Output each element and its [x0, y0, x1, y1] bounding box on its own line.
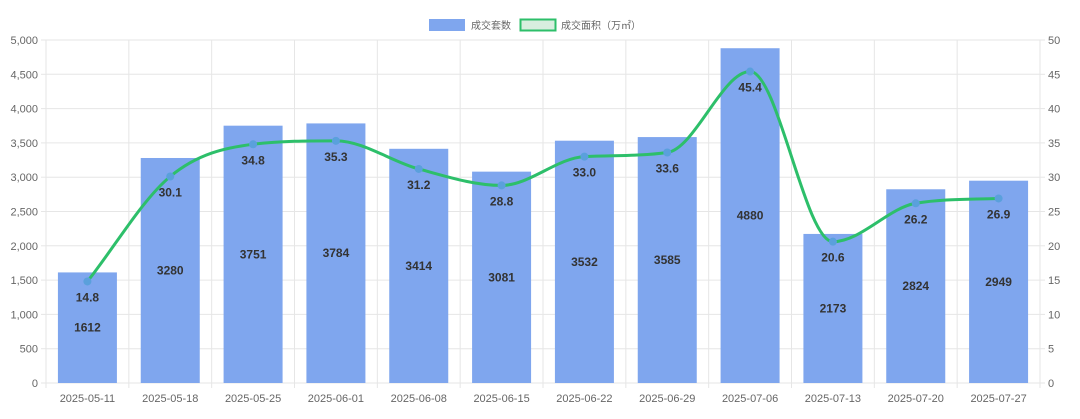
x-tick-label: 2025-06-01 — [308, 393, 364, 405]
y-right-tick-label: 20 — [1048, 241, 1060, 253]
y-left-tick-label: 2,500 — [10, 207, 38, 219]
bar — [720, 48, 780, 384]
bar-value-label: 1612 — [74, 321, 101, 335]
x-tick-label: 2025-05-11 — [60, 393, 115, 405]
line-point — [663, 148, 672, 157]
bars — [57, 48, 1029, 384]
y-left-tick-label: 0 — [32, 378, 38, 390]
bar — [803, 233, 863, 383]
y-left-tick-label: 500 — [20, 344, 38, 356]
bar-value-label: 3532 — [571, 255, 598, 269]
bar-value-label: 3784 — [323, 246, 350, 260]
y-right-tick-label: 50 — [1048, 35, 1060, 47]
line-point — [497, 181, 506, 190]
bar-value-label: 3081 — [488, 270, 515, 284]
bar-value-label: 3414 — [405, 259, 432, 273]
bar-value-label: 2949 — [985, 275, 1012, 289]
y-right-tick-label: 10 — [1048, 309, 1060, 321]
x-tick-label: 2025-07-13 — [805, 393, 861, 405]
x-tick-label: 2025-06-29 — [639, 393, 695, 405]
line-point — [828, 237, 837, 246]
y-right-tick-label: 0 — [1048, 378, 1054, 390]
y-right-tick-label: 40 — [1048, 104, 1060, 116]
legend-label-line: 成交面积（万㎡） — [561, 19, 641, 32]
line-value-label: 20.6 — [821, 251, 845, 265]
line-value-label: 31.2 — [407, 178, 431, 192]
line-value-label: 34.8 — [241, 153, 265, 167]
y-left-tick-label: 1,000 — [10, 309, 38, 321]
legend-label-bars: 成交套数 — [471, 19, 511, 32]
bar-value-label: 4880 — [737, 209, 764, 223]
y-left-tick-label: 3,000 — [10, 172, 38, 184]
bar — [637, 137, 697, 383]
bar — [969, 180, 1029, 383]
bar-value-label: 3280 — [157, 263, 184, 277]
line-value-label: 26.9 — [987, 207, 1011, 221]
line-value-label: 33.6 — [656, 162, 680, 176]
legend: 成交套数 成交面积（万㎡） — [429, 18, 641, 32]
line-value-label: 33.0 — [573, 166, 597, 180]
line-point — [746, 67, 755, 76]
y-right-tick-label: 15 — [1048, 275, 1060, 287]
bar-value-label: 2173 — [820, 301, 847, 315]
y-left-tick-label: 5,000 — [10, 35, 38, 47]
grid — [41, 39, 1045, 388]
bar — [472, 171, 532, 383]
data-labels: 1612 3280 3751 3784 3414 3081 3532 3585 4880 2173… — [74, 81, 1012, 335]
axes: 05001,0001,5002,0002,5003,0003,5004,0004… — [10, 35, 1060, 405]
line-point — [911, 199, 920, 208]
y-right-tick-label: 35 — [1048, 138, 1060, 150]
bar — [306, 123, 366, 383]
line-value-label: 30.1 — [159, 186, 183, 200]
bar-value-label: 3751 — [240, 247, 267, 261]
legend-swatch-line — [519, 18, 557, 32]
line-point — [414, 164, 423, 173]
x-tick-label: 2025-06-22 — [556, 393, 612, 405]
bar — [223, 125, 283, 383]
y-left-tick-label: 4,000 — [10, 104, 38, 116]
x-tick-label: 2025-06-15 — [473, 393, 529, 405]
x-tick-label: 2025-05-25 — [225, 393, 281, 405]
line-value-label: 26.2 — [904, 212, 928, 226]
y-left-tick-label: 4,500 — [10, 69, 38, 81]
y-right-tick-label: 45 — [1048, 69, 1060, 81]
bar-value-label: 3585 — [654, 253, 681, 267]
line-point — [580, 152, 589, 161]
line-point — [166, 172, 175, 181]
x-tick-label: 2025-07-06 — [722, 393, 778, 405]
line-point — [994, 194, 1003, 203]
bar — [57, 272, 117, 383]
line-value-label: 35.3 — [324, 150, 348, 164]
line-value-label: 45.4 — [738, 81, 762, 95]
x-tick-label: 2025-07-20 — [888, 393, 944, 405]
bar — [389, 148, 449, 383]
y-left-tick-label: 3,500 — [10, 138, 38, 150]
line-value-label: 28.8 — [490, 194, 514, 208]
legend-swatch-bars — [429, 19, 465, 31]
bar — [886, 189, 946, 383]
y-left-tick-label: 1,500 — [10, 275, 38, 287]
line-point — [331, 136, 340, 145]
x-tick-label: 2025-06-08 — [391, 393, 447, 405]
y-right-tick-label: 30 — [1048, 172, 1060, 184]
y-left-tick-label: 2,000 — [10, 241, 38, 253]
line-value-label: 14.8 — [76, 290, 100, 304]
y-right-tick-label: 5 — [1048, 344, 1054, 356]
area-line — [83, 67, 1003, 286]
line-point — [83, 277, 92, 286]
bar — [554, 140, 614, 383]
x-tick-label: 2025-05-18 — [142, 393, 198, 405]
y-right-tick-label: 25 — [1048, 207, 1060, 219]
line-point — [249, 140, 258, 149]
x-tick-label: 2025-07-27 — [970, 393, 1026, 405]
bar-value-label: 2824 — [902, 279, 929, 293]
